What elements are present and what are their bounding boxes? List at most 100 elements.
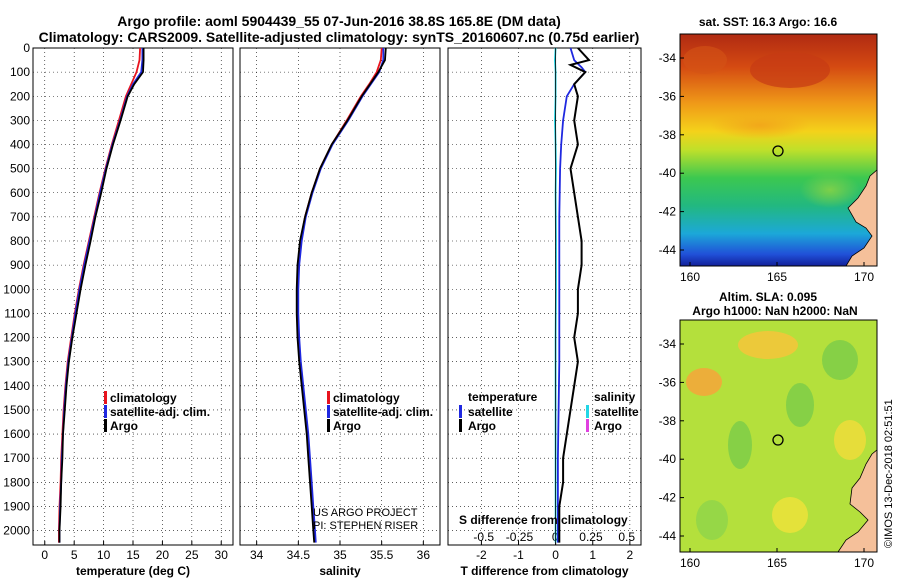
y-tick-label: 0 xyxy=(23,41,30,55)
y-tick-label: 1800 xyxy=(3,475,30,489)
x-tick-label: 34.5 xyxy=(287,548,311,562)
lat-tick-label: -42 xyxy=(659,205,677,219)
legend-satellite-swatch xyxy=(327,405,330,418)
legend-climatology-label: climatology xyxy=(110,391,177,405)
x-tick-label: 0 xyxy=(552,548,559,562)
y-tick-label: 1100 xyxy=(4,306,30,320)
y-tick-label: 1200 xyxy=(3,331,30,345)
y-tick-label: 1000 xyxy=(3,282,30,296)
sst-frame xyxy=(679,33,878,267)
figure-title-line1: Argo profile: aoml 5904439_55 07-Jun-201… xyxy=(117,13,561,29)
x-tick-label: 35 xyxy=(333,548,347,562)
sla-map-title-line1: Altim. SLA: 0.095 xyxy=(719,290,817,304)
series-satellite-adj-clim xyxy=(297,48,385,543)
y-tick-label: 700 xyxy=(10,210,30,224)
legend-argo-swatch xyxy=(104,419,107,432)
lat-tick-label: -42 xyxy=(659,491,677,505)
credit-line1: US ARGO PROJECT xyxy=(313,507,418,519)
x-tick-label: 1 xyxy=(589,548,596,562)
sst-map-title: sat. SST: 16.3 Argo: 16.6 xyxy=(699,15,838,29)
legend-s-satellite-swatch xyxy=(586,405,589,418)
sla-high-patch xyxy=(834,420,866,460)
y-tick-label: 1600 xyxy=(3,427,30,441)
sla-argo-location-marker xyxy=(772,434,784,446)
x-tick-label: 36 xyxy=(417,548,431,562)
x-tick-label: 2 xyxy=(627,548,634,562)
x-tick-label: -2 xyxy=(476,548,487,562)
lat-tick-label: -44 xyxy=(659,529,677,543)
lat-tick-label: -40 xyxy=(659,452,677,466)
sla-map-title-line2: Argo h1000: NaN h2000: NaN xyxy=(692,304,857,318)
s-tick-label: 0.25 xyxy=(579,530,603,544)
s-tick-label: 0.5 xyxy=(618,530,635,544)
sla-high-patch xyxy=(686,368,722,396)
legend-temperature-title: temperature xyxy=(468,390,538,404)
credit-line2: PI: STEPHEN RISER xyxy=(313,520,418,532)
y-tick-label: 1900 xyxy=(3,499,30,513)
lat-tick-label: -38 xyxy=(659,414,677,428)
x-tick-label: 5 xyxy=(71,548,78,562)
series-climatology xyxy=(58,47,141,543)
x-axis-label: T difference from climatology xyxy=(460,564,628,578)
difference-panel: -2 -1 0 1 2-0.5 -0.25 0 0.25 0.5T difference fro… xyxy=(447,47,642,578)
sst-map: sat. SST: 16.3 Argo: 16.6 -34 -36 -38 -40 -4… xyxy=(659,15,878,284)
x-tick-label: -1 xyxy=(513,548,524,562)
x-tick-label: 20 xyxy=(156,548,170,562)
lon-tick-label: 165 xyxy=(767,556,787,570)
y-tick-label: 1300 xyxy=(3,355,30,369)
sst-warm-patch xyxy=(750,52,830,88)
legend-climatology-swatch xyxy=(104,391,107,404)
lat-tick-label: -36 xyxy=(659,375,677,389)
legend-salinity-title: salinity xyxy=(594,390,636,404)
sla-high-patch xyxy=(738,331,798,359)
sla-low-patch xyxy=(728,421,752,469)
legend-t-satellite-label: satellite xyxy=(468,405,513,419)
legend-argo-label: Argo xyxy=(333,419,361,433)
y-tick-label: 1500 xyxy=(3,403,30,417)
series-satellite-adj-clim xyxy=(58,48,144,543)
y-tick-label: 100 xyxy=(10,65,30,79)
y-tick-label: 1400 xyxy=(3,379,30,393)
legend-s-argo-swatch xyxy=(586,419,589,432)
sst-green-patch xyxy=(800,172,860,208)
lat-tick-label: -36 xyxy=(659,89,677,103)
lon-tick-label: 170 xyxy=(854,556,874,570)
y-tick-label: 300 xyxy=(10,113,30,127)
lat-tick-label: -40 xyxy=(659,166,677,180)
legend-argo-swatch xyxy=(327,419,330,432)
sla-map: Altim. SLA: 0.095 Argo h1000: NaN h2000:… xyxy=(659,290,878,570)
legend-satellite-swatch xyxy=(104,405,107,418)
sla-frame xyxy=(679,319,878,553)
x-tick-label: 15 xyxy=(126,548,140,562)
series-argo xyxy=(295,47,387,543)
sla-low-patch xyxy=(786,383,814,427)
temperature-legend: climatology satellite-adj. clim. Argo xyxy=(104,391,210,433)
y-tick-label: 900 xyxy=(10,258,30,272)
x-tick-label: 10 xyxy=(97,548,111,562)
legend-t-argo-swatch xyxy=(459,419,462,432)
y-tick-label: 600 xyxy=(10,186,30,200)
imos-timestamp: ©IMOS 13-Dec-2018 02:51:51 xyxy=(883,399,895,548)
difference-legend: temperature satellite Argo salinity sate… xyxy=(459,390,639,527)
s-tick-label: -0.25 xyxy=(506,530,534,544)
legend-s-argo-label: Argo xyxy=(594,419,622,433)
y-tick-label: 400 xyxy=(10,138,30,152)
series-temperature-satellite xyxy=(557,47,587,543)
lat-tick-label: -44 xyxy=(659,243,677,257)
lon-tick-label: 170 xyxy=(854,270,874,284)
temperature-panel: 0100200300400500600700800900100011001200… xyxy=(3,41,234,578)
y-tick-label: 2000 xyxy=(3,524,30,538)
sla-low-patch xyxy=(822,340,858,380)
y-tick-label: 1700 xyxy=(3,451,30,465)
sla-low-patch xyxy=(696,500,728,540)
sst-argo-location-marker xyxy=(772,145,784,157)
legend-t-argo-label: Argo xyxy=(468,419,496,433)
lon-tick-label: 160 xyxy=(680,270,700,284)
legend-satellite-label: satellite-adj. clim. xyxy=(110,405,210,419)
series-argo xyxy=(58,48,145,543)
x-tick-label: 0 xyxy=(41,548,48,562)
y-tick-label: 200 xyxy=(10,89,30,103)
